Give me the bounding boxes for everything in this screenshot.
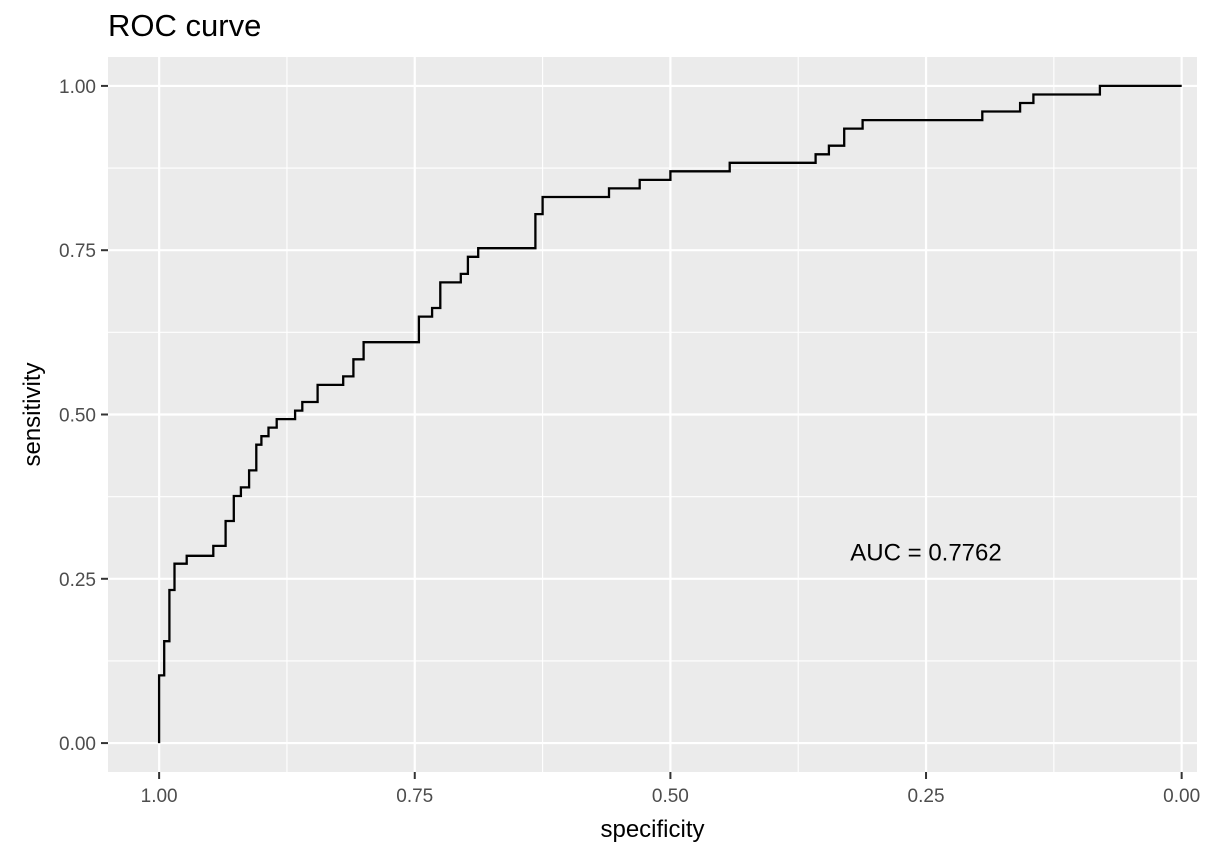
roc-curve-line — [157, 84, 1182, 744]
x-axis-title: specificity — [600, 816, 704, 843]
y-tick-label: 0.50 — [59, 406, 96, 427]
x-tick-label: 0.00 — [1163, 786, 1200, 807]
x-tick-label: 1.00 — [141, 786, 178, 807]
chart-title: ROC curve — [108, 8, 261, 43]
y-tick-label: 0.75 — [59, 241, 96, 262]
y-axis-title: sensitivity — [19, 362, 46, 466]
x-tick-label: 0.75 — [396, 786, 433, 807]
x-tick-label: 0.50 — [652, 786, 689, 807]
x-tick-label: 0.25 — [908, 786, 945, 807]
y-tick-label: 0.00 — [59, 734, 96, 755]
auc-annotation: AUC = 0.7762 — [850, 540, 1001, 567]
major-gridlines — [108, 57, 1197, 772]
y-tick-label: 0.25 — [59, 570, 96, 591]
y-axis-ticks: 0.00 0.25 0.50 0.75 1.00 — [59, 77, 108, 755]
y-tick-label: 1.00 — [59, 77, 96, 98]
x-axis-ticks: 1.00 0.75 0.50 0.25 0.00 — [141, 772, 1200, 807]
